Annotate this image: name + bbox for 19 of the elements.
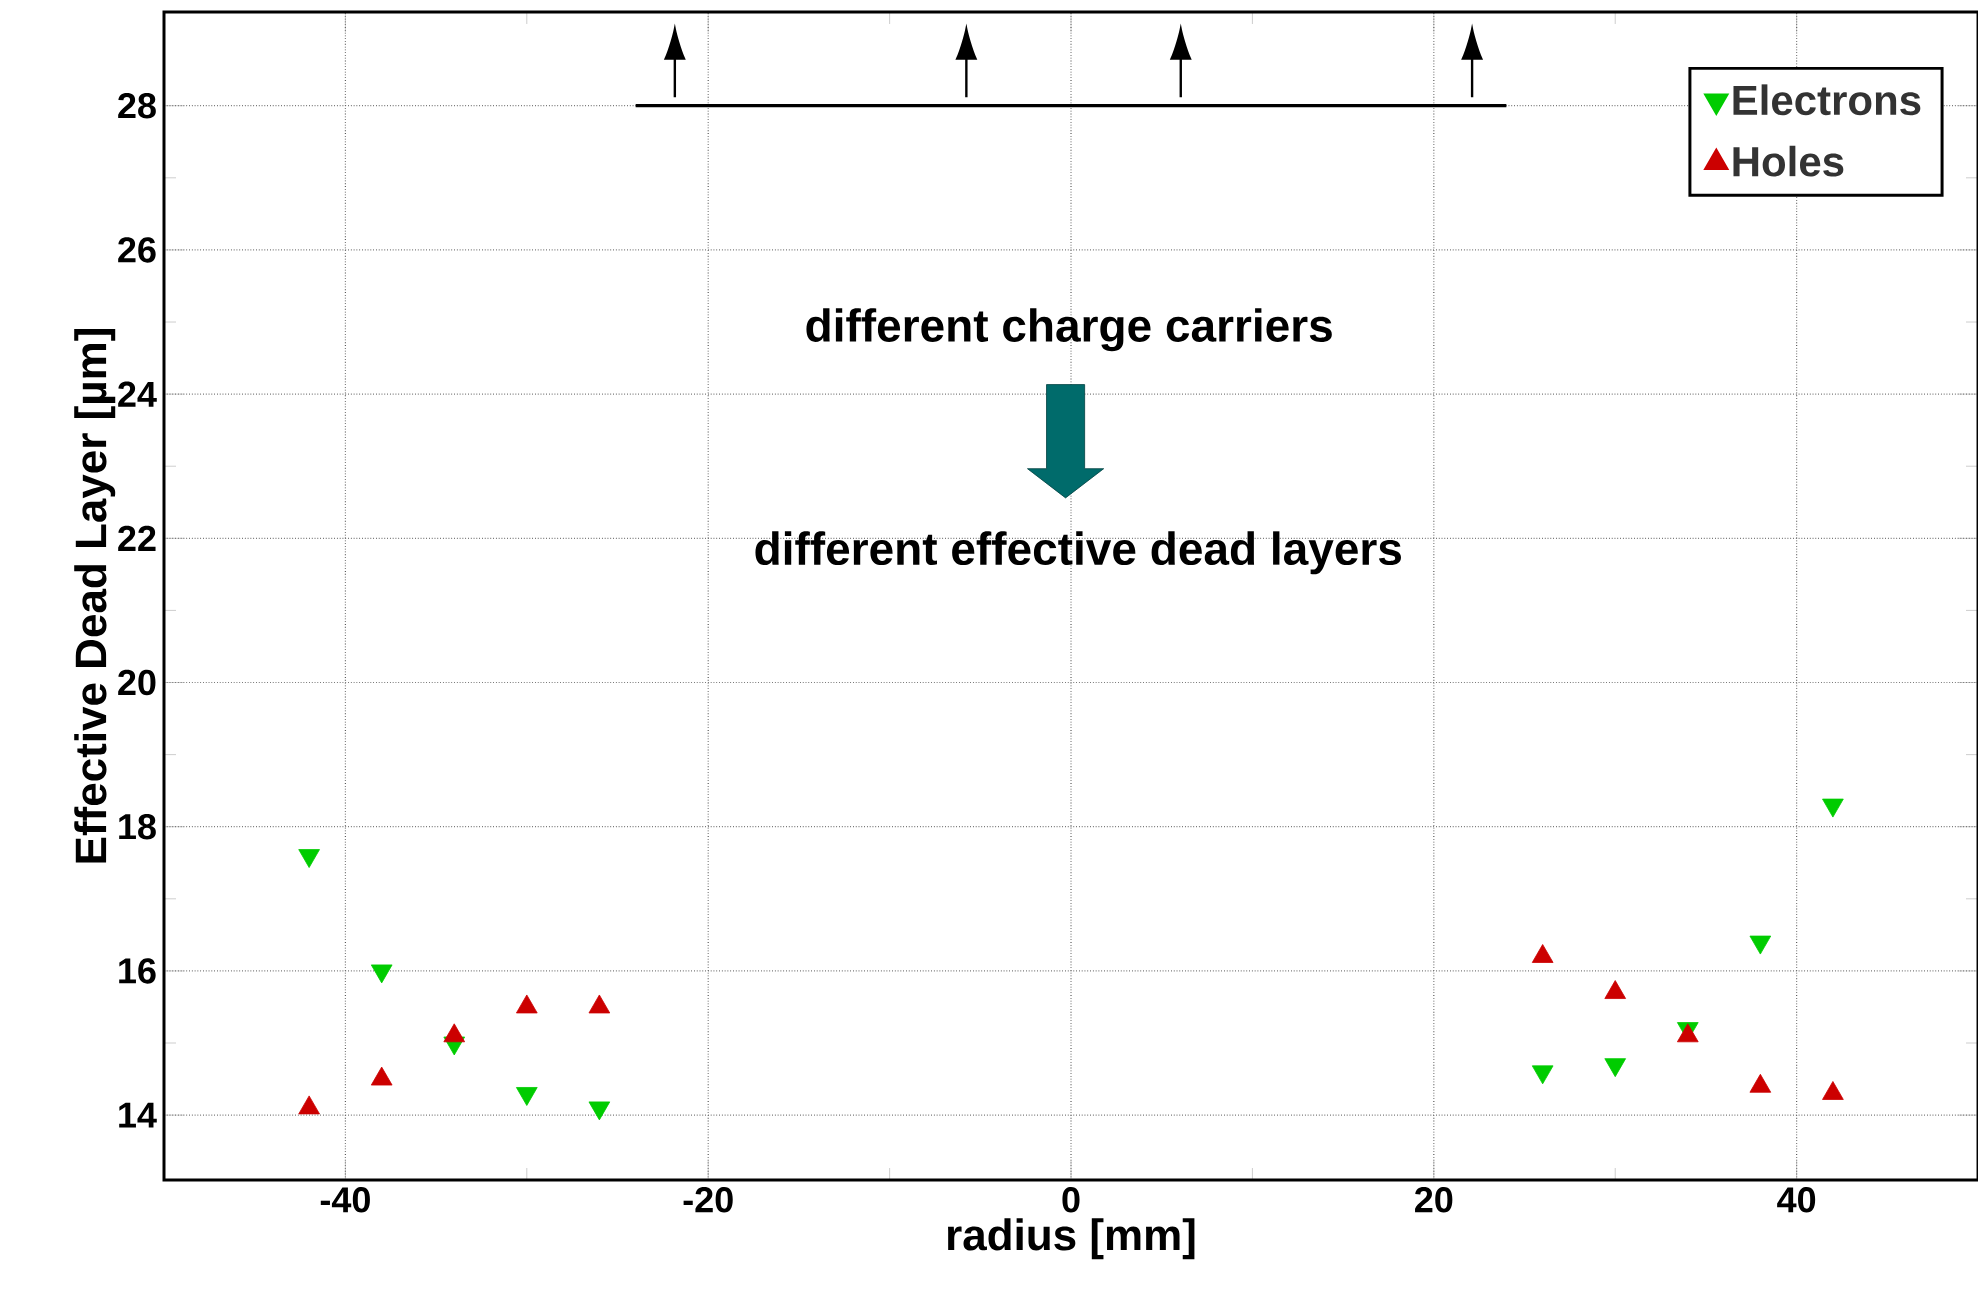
legend-label: Electrons bbox=[1733, 84, 1921, 116]
y-tick-label: 18 bbox=[119, 813, 156, 840]
x-tick-label: -20 bbox=[683, 1187, 733, 1213]
y-tick-label: 20 bbox=[118, 669, 156, 696]
x-tick-label: 40 bbox=[1777, 1187, 1816, 1213]
y-tick-label: 14 bbox=[119, 1102, 157, 1128]
y-tick-label: 28 bbox=[118, 92, 156, 119]
y-tick-label: 16 bbox=[119, 958, 156, 984]
legend-label: Holes bbox=[1733, 145, 1844, 177]
y-tick-label: 26 bbox=[118, 237, 156, 263]
y-tick-label: 22 bbox=[118, 525, 156, 551]
y-tick-label: 24 bbox=[118, 381, 157, 407]
annotation: different effective dead layers bbox=[755, 531, 1401, 575]
x-axis-title: radius [mm] bbox=[948, 1218, 1195, 1260]
x-tick-label: -40 bbox=[320, 1187, 370, 1213]
x-tick-label: 20 bbox=[1415, 1187, 1453, 1213]
annotation: different charge carriers bbox=[806, 308, 1332, 352]
y-axis-title: Effective Dead Layer [µm] bbox=[74, 329, 116, 863]
x-tick-label: 0 bbox=[1062, 1187, 1080, 1213]
